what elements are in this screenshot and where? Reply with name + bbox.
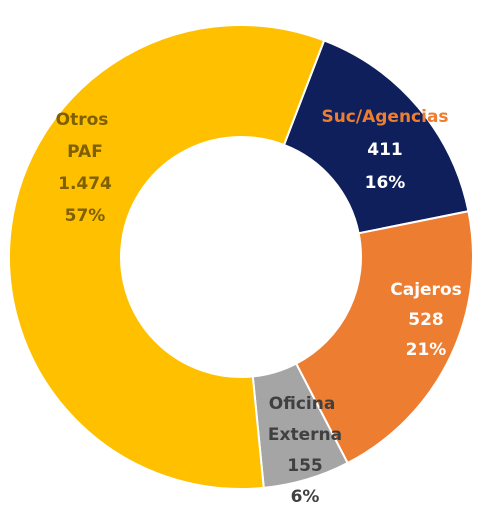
- category-label: Cajeros: [390, 280, 462, 300]
- category-label: Suc/Agencias: [321, 107, 448, 127]
- donut-slice: [282, 39, 470, 235]
- percent-label: 16%: [365, 173, 406, 193]
- donut-slice: [294, 210, 474, 465]
- percent-label: 6%: [291, 487, 320, 504]
- percent-label: 21%: [406, 340, 447, 360]
- category-label: Otros PAF: [56, 110, 115, 162]
- donut-slice: [8, 24, 326, 490]
- value-label: 411: [367, 140, 403, 160]
- value-label: 155: [287, 456, 323, 476]
- value-label: 528: [408, 310, 444, 330]
- percent-label: 57%: [65, 206, 106, 226]
- category-label: Oficina Externa: [268, 394, 342, 445]
- value-label: 1.474: [58, 174, 112, 194]
